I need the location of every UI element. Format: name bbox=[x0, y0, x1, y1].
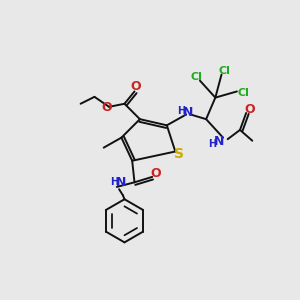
Text: N: N bbox=[182, 106, 193, 119]
Text: H: H bbox=[208, 139, 216, 149]
Text: N: N bbox=[116, 176, 126, 189]
Text: O: O bbox=[101, 101, 112, 114]
Text: Cl: Cl bbox=[191, 72, 203, 82]
Text: O: O bbox=[131, 80, 141, 93]
Text: Cl: Cl bbox=[219, 66, 230, 76]
Text: H: H bbox=[110, 177, 118, 187]
Text: Cl: Cl bbox=[237, 88, 249, 98]
Text: N: N bbox=[214, 135, 224, 148]
Text: O: O bbox=[150, 167, 160, 180]
Text: O: O bbox=[244, 103, 254, 116]
Text: H: H bbox=[177, 106, 185, 116]
Text: S: S bbox=[174, 147, 184, 161]
